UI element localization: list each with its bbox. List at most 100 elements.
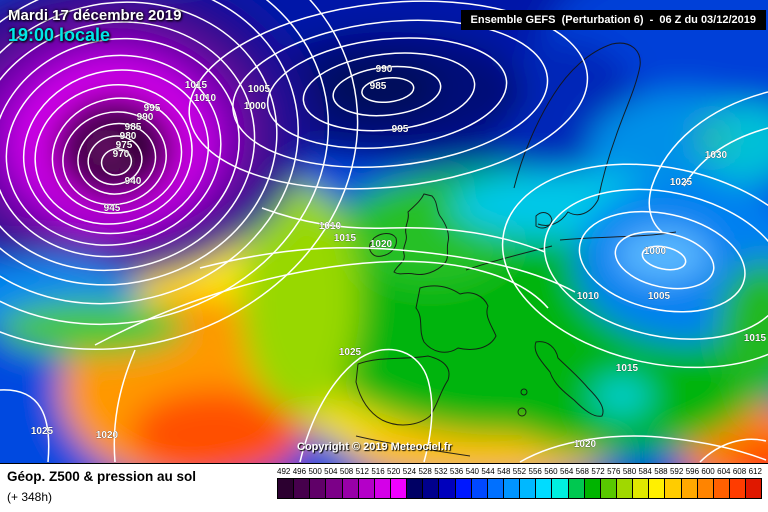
legend-value: 532 — [434, 467, 448, 476]
legend-cell — [600, 479, 617, 498]
isobar-label: 985 — [125, 122, 142, 133]
legend-value: 564 — [559, 467, 574, 476]
isobar-label: 985 — [370, 81, 387, 92]
footer-lead-time: (+ 348h) — [7, 490, 53, 504]
legend-value: 572 — [591, 467, 605, 476]
legend-value: 544 — [481, 467, 495, 476]
footer-product-title: Géop. Z500 & pression au sol — [7, 469, 197, 484]
legend-value: 580 — [622, 467, 637, 476]
isobar-label: 1025 — [31, 426, 54, 437]
isobar-label: 1010 — [319, 221, 342, 232]
legend-cell — [697, 479, 714, 498]
legend-cell — [713, 479, 730, 498]
isobar-labels: 1015101010051000990985995995990985980975… — [31, 64, 767, 450]
legend-cell — [520, 479, 537, 498]
legend-value: 576 — [607, 467, 621, 476]
legend-cell — [552, 479, 569, 498]
isobar-label: 945 — [104, 203, 121, 214]
forecast-time: 19:00 locale — [8, 24, 111, 45]
legend-value: 612 — [748, 467, 762, 476]
legend-cell — [633, 479, 650, 498]
legend-cell — [584, 479, 601, 498]
legend-value: 492 — [277, 467, 291, 476]
isobar-label: 1005 — [248, 84, 271, 95]
legend-cell — [729, 479, 747, 498]
isobar-label: 995 — [392, 124, 409, 135]
legend-value: 548 — [497, 467, 511, 476]
legend-value: 496 — [292, 467, 307, 476]
legend-cell — [342, 479, 359, 498]
forecast-date: Mardi 17 décembre 2019 — [8, 7, 182, 24]
isobar-label: 1020 — [370, 239, 393, 250]
legend-cell — [503, 479, 521, 498]
legend-cell — [278, 479, 295, 498]
isobar-label: 1020 — [574, 439, 597, 450]
isobar-label: 970 — [113, 149, 130, 160]
legend-cell — [536, 479, 553, 498]
isobar-label: 1000 — [644, 246, 667, 257]
isobar-label: 1015 — [744, 333, 767, 344]
coastlines — [355, 42, 677, 457]
legend-values: 492 496 500 504 508 512 516 520 524 528 532 536 540 5… — [277, 467, 762, 477]
legend-cell — [471, 479, 488, 498]
legend-value: 500 — [308, 467, 322, 476]
isobar-label: 940 — [125, 176, 142, 187]
isobar-label: 1015 — [185, 80, 208, 91]
legend-value: 584 — [638, 467, 652, 476]
legend-cell — [294, 479, 311, 498]
isobar-label: 1005 — [648, 291, 671, 302]
legend-cell — [616, 479, 634, 498]
legend-cell — [568, 479, 585, 498]
legend-colorbar — [277, 478, 762, 499]
forecast-datetime: Mardi 17 décembre 2019 19:00 locale — [8, 7, 182, 45]
isobar-label: 1000 — [244, 101, 267, 112]
map-canvas: 1015101010051000990985995995990985980975… — [0, 0, 768, 463]
legend-cell — [310, 479, 327, 498]
isobar-label: 975 — [116, 140, 133, 151]
legend-value: 536 — [449, 467, 464, 476]
legend-value: 604 — [717, 467, 731, 476]
legend-value: 600 — [701, 467, 715, 476]
legend-cell — [487, 479, 504, 498]
legend-cell — [649, 479, 666, 498]
footer-bar: Géop. Z500 & pression au sol (+ 348h) 49… — [0, 463, 768, 512]
legend-value: 504 — [324, 467, 338, 476]
legend: 492 496 500 504 508 512 516 520 524 528 532 536 540 5… — [277, 467, 762, 499]
isobar-label: 995 — [144, 103, 161, 114]
isobar-label: 1010 — [577, 291, 600, 302]
legend-value: 520 — [387, 467, 401, 476]
legend-value: 588 — [654, 467, 668, 476]
isobar-label: 1030 — [705, 150, 728, 161]
isobar-label: 990 — [376, 64, 393, 75]
legend-cell — [326, 479, 343, 498]
legend-cell — [374, 479, 391, 498]
legend-cell — [665, 479, 682, 498]
model-info-box: Ensemble GEFS (Perturbation 6) - 06 Z du… — [460, 10, 766, 30]
legend-cell — [423, 479, 440, 498]
legend-value: 556 — [528, 467, 542, 476]
legend-value: 516 — [371, 467, 385, 476]
isobars — [0, 0, 768, 463]
legend-value: 540 — [465, 467, 479, 476]
weather-map: 1015 1010 1005 1000 990 985 995 995 990 985 980 975… — [0, 0, 768, 463]
isobar-label: 980 — [120, 131, 137, 142]
legend-value: 512 — [355, 467, 369, 476]
legend-value: 528 — [418, 467, 432, 476]
legend-cell — [358, 479, 375, 498]
legend-cell — [746, 479, 762, 498]
legend-value: 524 — [402, 467, 417, 476]
legend-value: 508 — [339, 467, 354, 476]
legend-value: 592 — [669, 467, 684, 476]
legend-cell — [681, 479, 698, 498]
isobar-label: 1010 — [194, 93, 217, 104]
legend-cell — [390, 479, 408, 498]
legend-cell — [439, 479, 456, 498]
isobar-label: 1015 — [334, 233, 357, 244]
isobar-label: 1025 — [339, 347, 362, 358]
legend-value: 596 — [685, 467, 700, 476]
legend-cell — [407, 479, 424, 498]
legend-value: 560 — [544, 467, 558, 476]
isobar-label: 1020 — [96, 430, 119, 441]
legend-value: 552 — [512, 467, 527, 476]
